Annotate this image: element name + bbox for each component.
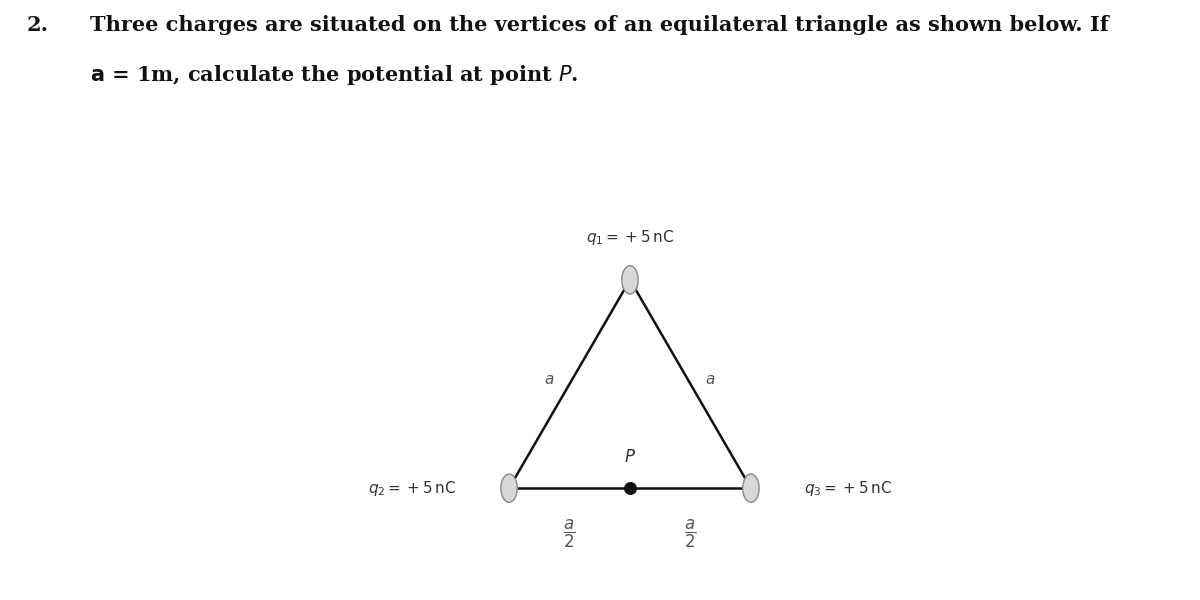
Text: $q_1 = +5\,\mathrm{nC}$: $q_1 = +5\,\mathrm{nC}$ (586, 228, 674, 247)
Point (620, 484, 640, 493)
Text: $a$: $a$ (706, 373, 715, 387)
Text: $\mathbf{a}$ = 1m, calculate the potential at point $\mathit{P}$.: $\mathbf{a}$ = 1m, calculate the potenti… (90, 63, 578, 87)
Text: Three charges are situated on the vertices of an equilateral triangle as shown b: Three charges are situated on the vertic… (90, 15, 1109, 35)
Text: $\dfrac{a}{2}$: $\dfrac{a}{2}$ (563, 518, 576, 550)
Ellipse shape (622, 266, 638, 294)
Text: $P$: $P$ (624, 449, 636, 466)
Text: $q_3 = +5\,\mathrm{nC}$: $q_3 = +5\,\mathrm{nC}$ (804, 479, 892, 497)
Ellipse shape (743, 474, 760, 502)
Ellipse shape (500, 474, 517, 502)
Text: $q_2 = +5\,\mathrm{nC}$: $q_2 = +5\,\mathrm{nC}$ (368, 479, 456, 497)
Text: $a$: $a$ (545, 373, 554, 387)
Text: $\dfrac{a}{2}$: $\dfrac{a}{2}$ (684, 518, 697, 550)
Text: 2.: 2. (26, 15, 48, 35)
